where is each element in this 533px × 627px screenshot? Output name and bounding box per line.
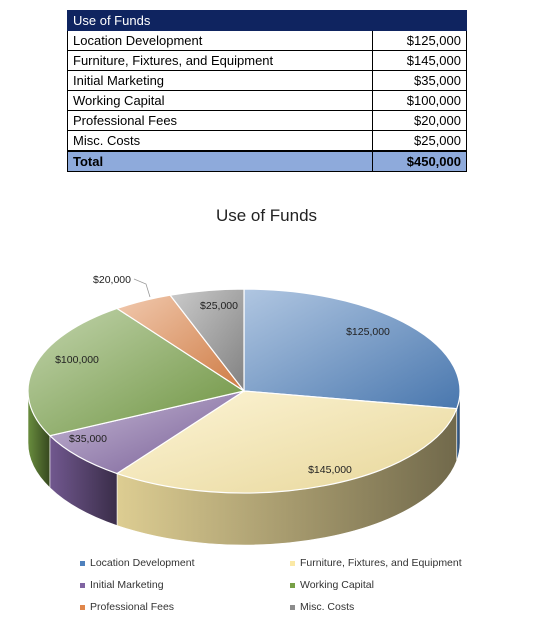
data-label-3: $100,000 bbox=[55, 354, 99, 366]
row-label: Location Development bbox=[67, 30, 373, 51]
legend-swatch bbox=[290, 582, 295, 588]
use-of-funds-table: Use of Funds Location Development $125,0… bbox=[67, 10, 468, 172]
row-label: Initial Marketing bbox=[67, 70, 373, 91]
legend-item: Initial Marketing bbox=[80, 579, 164, 591]
legend-label: Working Capital bbox=[300, 579, 374, 591]
legend-swatch bbox=[80, 604, 85, 610]
table-total-row: Total $450,000 bbox=[67, 150, 468, 172]
legend-swatch bbox=[290, 604, 295, 610]
legend-item: Working Capital bbox=[290, 579, 374, 591]
table-header-row: Use of Funds bbox=[67, 10, 467, 31]
table-row: Location Development $125,000 bbox=[67, 30, 468, 51]
legend-label: Professional Fees bbox=[90, 601, 175, 613]
legend-item: Location Development bbox=[80, 557, 194, 569]
pie-slice-1 bbox=[115, 390, 458, 494]
table-row: Working Capital $100,000 bbox=[67, 90, 468, 111]
chart-title: Use of Funds bbox=[215, 206, 318, 225]
data-label-0: $125,000 bbox=[346, 326, 390, 338]
total-amount: $450,000 bbox=[371, 150, 468, 172]
data-label-5: $25,000 bbox=[200, 300, 238, 312]
row-label: Working Capital bbox=[67, 90, 373, 111]
legend-swatch bbox=[80, 560, 85, 566]
total-label: Total bbox=[67, 150, 373, 172]
legend-swatch bbox=[290, 560, 295, 566]
pie-slice-3 bbox=[27, 307, 246, 437]
legend-label: Location Development bbox=[90, 557, 195, 569]
legend-item: Misc. Costs bbox=[290, 601, 354, 613]
data-label-2: $35,000 bbox=[69, 433, 107, 445]
table-row: Misc. Costs $25,000 bbox=[67, 130, 468, 152]
legend-swatch bbox=[80, 582, 85, 588]
table-header: Use of Funds bbox=[67, 10, 467, 31]
leader-line bbox=[133, 278, 151, 298]
data-label-4: $20,000 bbox=[93, 274, 131, 286]
pie-slice-0 bbox=[243, 288, 461, 410]
legend-label: Misc. Costs bbox=[300, 601, 355, 613]
pie-slice-2 bbox=[48, 390, 245, 475]
row-amount: $100,000 bbox=[371, 90, 468, 111]
data-label-1: $145,000 bbox=[308, 464, 352, 476]
legend-label: Furniture, Fixtures, and Equipment bbox=[300, 557, 462, 569]
legend-item: Professional Fees bbox=[80, 601, 174, 613]
row-amount: $125,000 bbox=[371, 30, 468, 51]
legend-label: Initial Marketing bbox=[90, 579, 164, 591]
legend-item: Furniture, Fixtures, and Equipment bbox=[290, 557, 462, 569]
table-row: Professional Fees $20,000 bbox=[67, 110, 468, 131]
row-label: Professional Fees bbox=[67, 110, 373, 131]
row-amount: $20,000 bbox=[371, 110, 468, 131]
pie-slice-5 bbox=[169, 288, 245, 393]
